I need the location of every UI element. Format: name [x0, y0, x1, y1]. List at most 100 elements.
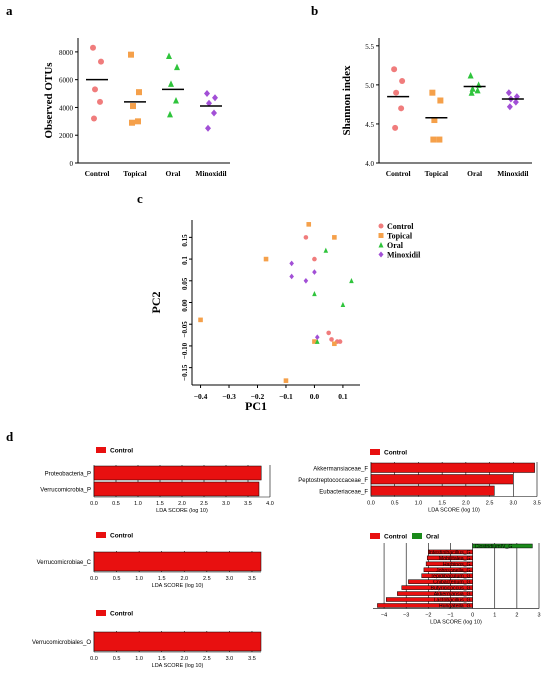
xtick-label-b: Oral [467, 169, 482, 178]
legend-label-c-topical: Topical [387, 232, 413, 241]
point-b-control [399, 77, 406, 84]
panel-letter-c: c [137, 191, 143, 206]
xtick-label-c: −0.2 [251, 392, 265, 401]
point-a-control [91, 115, 97, 122]
xlabel-d3: LDA SCORE (log 10) [152, 663, 204, 669]
bar-d5 [377, 603, 473, 608]
point-c-topical [312, 339, 317, 344]
point-c-topical [263, 256, 269, 262]
point-b-topical [437, 97, 444, 104]
xtick-label-a: Minoxidil [195, 169, 226, 178]
ytick-label-a: 4000 [59, 104, 74, 112]
point-a-topical [130, 103, 136, 110]
xtick-label-a: Control [85, 169, 110, 178]
legend-label-d4-control: Control [384, 450, 407, 457]
point-c-minoxidil [312, 269, 317, 275]
legend-label-c-oral: Oral [387, 241, 404, 250]
point-a-minoxidil [204, 90, 210, 98]
bar-label-d2: Verrucomicrobiae_C [37, 560, 92, 566]
xlabel-d5: LDA SCORE (log 10) [430, 619, 482, 625]
legend-swatch-d4-control [370, 449, 380, 455]
bar-d5 [401, 585, 473, 590]
bar-label-d5: Tepidibaculum_G [431, 574, 471, 580]
point-c-oral [340, 301, 346, 307]
point-b-minoxidil [512, 98, 519, 106]
bar-label-d3: Verrucomicrobiales_O [32, 640, 91, 646]
bar-label-d5: Mobilitalea_G [439, 556, 471, 562]
xtick-label-a: Topical [123, 169, 146, 178]
ytick-label-c: 0.05 [181, 277, 189, 290]
point-c-topical [332, 341, 337, 347]
legend-label-c-minoxidil: Minoxidil [387, 251, 421, 260]
ytick-label-a: 6000 [59, 77, 74, 85]
point-a-topical [135, 118, 141, 125]
point-b-topical [431, 117, 438, 124]
ylabel-c: PC2 [149, 292, 163, 314]
point-c-topical [332, 235, 337, 240]
legend-swatch-d3-control [96, 610, 106, 616]
bar-d2 [93, 551, 262, 572]
xtick-label-d1: 1.0 [134, 501, 142, 507]
xtick-label-c: 0.1 [338, 392, 348, 401]
xtick-label-d4: 3.5 [533, 501, 541, 507]
point-b-oral [468, 89, 475, 96]
xtick-label-d1: 2.0 [178, 501, 186, 507]
xtick-label-d4: 2.5 [486, 501, 494, 507]
point-b-minoxidil [505, 89, 512, 97]
xtick-label-d2: 1.0 [135, 576, 143, 582]
xtick-label-d3: 1.5 [158, 656, 166, 662]
panel-letter-a: a [6, 3, 13, 18]
ylabel-a: Observed OTUs [43, 62, 55, 139]
bar-label-d1: Verrucomicrobia_P [40, 488, 91, 494]
point-c-control [312, 256, 317, 262]
legend-swatch-d2-control [96, 532, 106, 538]
ytick-label-b: 4.0 [365, 160, 374, 168]
point-c-oral [314, 338, 320, 344]
point-a-oral [166, 52, 172, 60]
legend-marker-c-topical [378, 233, 384, 238]
xtick-label-d4: 0.5 [391, 501, 399, 507]
bar-d5 [423, 567, 473, 572]
ytick-label-c: −0.10 [181, 342, 189, 359]
legend-marker-c-minoxidil [378, 251, 384, 258]
point-b-control [393, 89, 400, 96]
bar-label-d4: Eubacteriaceae_F [319, 489, 368, 495]
xtick-label-d3: 0.0 [90, 656, 98, 662]
point-c-minoxidil [289, 260, 294, 267]
xtick-label-d1: 0.5 [112, 501, 120, 507]
point-a-minoxidil [212, 94, 218, 102]
point-a-oral [167, 110, 173, 118]
xtick-label-d3: 2.0 [180, 656, 188, 662]
xtick-label-d3: 2.5 [203, 656, 211, 662]
xtick-label-d1: 2.5 [200, 501, 208, 507]
xtick-label-c: −0.3 [222, 392, 236, 401]
point-b-oral [474, 86, 481, 94]
bar-label-d5: Butyricicoccus_G [431, 586, 471, 592]
point-b-topical [436, 136, 443, 143]
xtick-label-c: 0.0 [310, 392, 320, 401]
xlabel-d4: LDA SCORE (log 10) [428, 508, 480, 514]
xtick-label-b: Minoxidil [497, 169, 528, 178]
point-a-topical [129, 119, 135, 126]
bar-d5 [428, 549, 473, 555]
point-b-topical [430, 136, 437, 143]
xtick-label-a: Oral [166, 169, 181, 178]
point-a-minoxidil [205, 124, 211, 132]
xtick-label-d5: −4 [381, 612, 387, 618]
point-c-minoxidil [314, 334, 320, 341]
xtick-label-d5: 3 [537, 612, 540, 618]
panel-letter-d: d [6, 429, 14, 444]
xtick-label-d1: 3.0 [222, 501, 230, 507]
ytick-label-a: 2000 [59, 132, 74, 140]
legend-swatch-d1-control [96, 447, 106, 453]
bar-d5 [425, 561, 473, 567]
point-a-oral [173, 97, 179, 104]
point-b-topical [429, 89, 436, 96]
xtick-label-b: Topical [425, 169, 448, 178]
bar-label-d5: ClostridiumIV_G [475, 544, 513, 550]
bar-label-d5: Lactobacillus_G [434, 598, 471, 604]
xtick-label-d5: 1 [493, 612, 496, 618]
bar-label-d5: Akkermansia_G [434, 592, 471, 598]
point-c-minoxidil [289, 273, 294, 280]
